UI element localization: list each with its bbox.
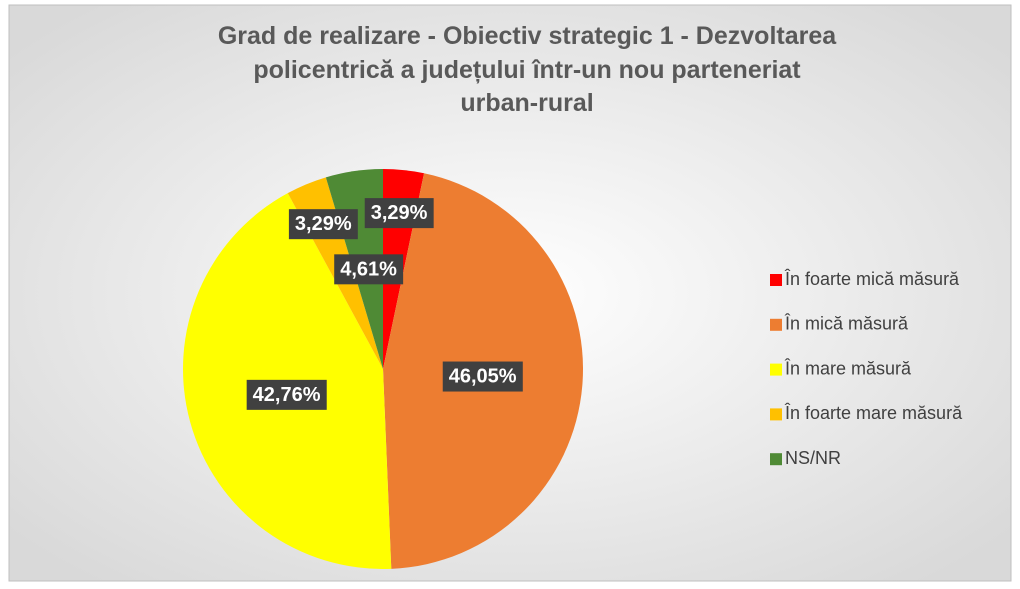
chart-title: Grad de realizare - Obiectiv strategic 1… [218,22,837,117]
data-label-text: 3,29% [295,213,352,235]
data-label-text: 42,76% [253,384,321,406]
legend-label: NS/NR [785,448,841,468]
legend-swatch [770,408,782,421]
data-label-box [334,254,404,285]
data-label-box [442,361,523,392]
legend-swatch [770,274,782,286]
legend-label: În mare măsură [784,358,912,378]
data-label-box [246,379,327,410]
data-label-box [288,209,358,240]
data-label: 46,05% [442,361,523,392]
legend-label: În foarte mică măsură [784,269,960,289]
legend-swatch [770,318,782,331]
legend-label: În mică măsură [784,314,909,334]
legend-swatch [770,453,782,466]
data-label-text: 46,05% [449,366,517,388]
data-label-text: 4,61% [340,258,397,280]
legend-label: În foarte mare măsură [784,403,963,423]
legend-swatch [770,363,782,376]
data-label: 4,61% [334,254,404,285]
data-label: 3,29% [364,198,434,229]
data-label-box [364,198,434,229]
data-label: 3,29% [288,209,358,240]
data-label: 42,76% [246,379,327,410]
data-label-text: 3,29% [371,202,428,224]
